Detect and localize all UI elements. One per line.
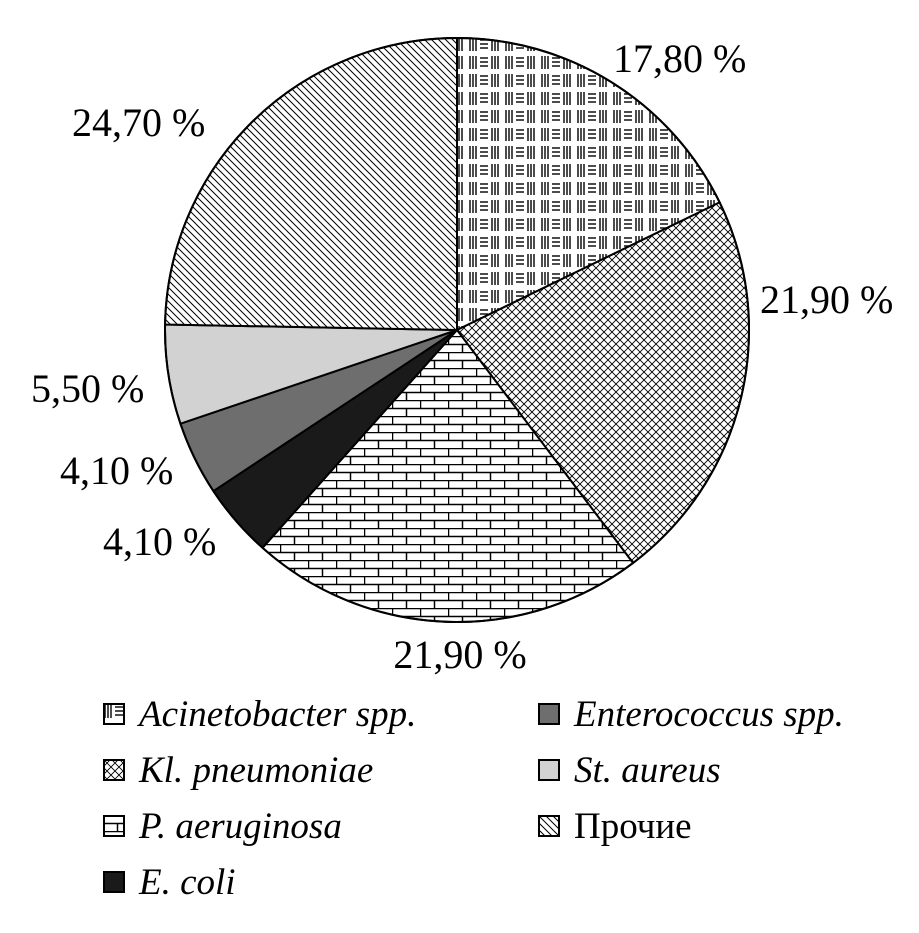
legend: Acinetobacter spp. Kl. pneumoniae P. aerug… bbox=[103, 690, 903, 930]
data-label-enterococcus-spp: 4,10 % bbox=[60, 448, 173, 493]
legend-item-прочие: Прочие bbox=[538, 802, 692, 850]
legend-item-acinetobacter-spp: Acinetobacter spp. bbox=[103, 690, 416, 738]
legend-label: Acinetobacter spp. bbox=[139, 693, 417, 735]
legend-item-e-coli: E. coli bbox=[103, 858, 236, 906]
pie-outline bbox=[164, 37, 750, 623]
data-label-st-aureus: 5,50 % bbox=[31, 366, 144, 411]
legend-label: P. aeruginosa bbox=[139, 805, 342, 847]
data-label-прочие: 24,70 % bbox=[72, 100, 205, 145]
legend-label: St. aureus bbox=[574, 749, 721, 791]
legend-swatch bbox=[538, 703, 560, 725]
data-label-e-coli: 4,10 % bbox=[103, 519, 216, 564]
legend-swatch bbox=[103, 703, 125, 725]
legend-swatch bbox=[103, 871, 125, 893]
legend-item-kl-pneumoniae: Kl. pneumoniae bbox=[103, 746, 373, 794]
legend-label: Прочие bbox=[574, 805, 692, 847]
legend-item-p-aeruginosa: P. aeruginosa bbox=[103, 802, 342, 850]
pie-chart-canvas: 17,80 % 21,90 % 21,90 % 4,10 % 4,10 % 5,50 % 2… bbox=[31, 36, 893, 677]
pie-slices bbox=[164, 37, 750, 623]
data-label-kl-pneumoniae: 21,90 % bbox=[760, 277, 893, 322]
data-label-p-aeruginosa: 21,90 % bbox=[393, 632, 526, 677]
legend-swatch bbox=[538, 759, 560, 781]
legend-swatch bbox=[103, 759, 125, 781]
data-label-acinetobacter-spp: 17,80 % bbox=[613, 36, 746, 81]
legend-label: Kl. pneumoniae bbox=[139, 749, 374, 791]
legend-item-enterococcus-spp: Enterococcus spp. bbox=[538, 690, 844, 738]
legend-item-st-aureus: St. aureus bbox=[538, 746, 721, 794]
legend-label: Enterococcus spp. bbox=[574, 693, 844, 735]
legend-swatch bbox=[103, 815, 125, 837]
pie-slice-прочие bbox=[164, 37, 458, 331]
legend-label: E. coli bbox=[139, 861, 236, 903]
percentage-labels: 17,80 % 21,90 % 21,90 % 4,10 % 4,10 % 5,50 % 2… bbox=[31, 36, 893, 677]
legend-swatch bbox=[538, 815, 560, 837]
